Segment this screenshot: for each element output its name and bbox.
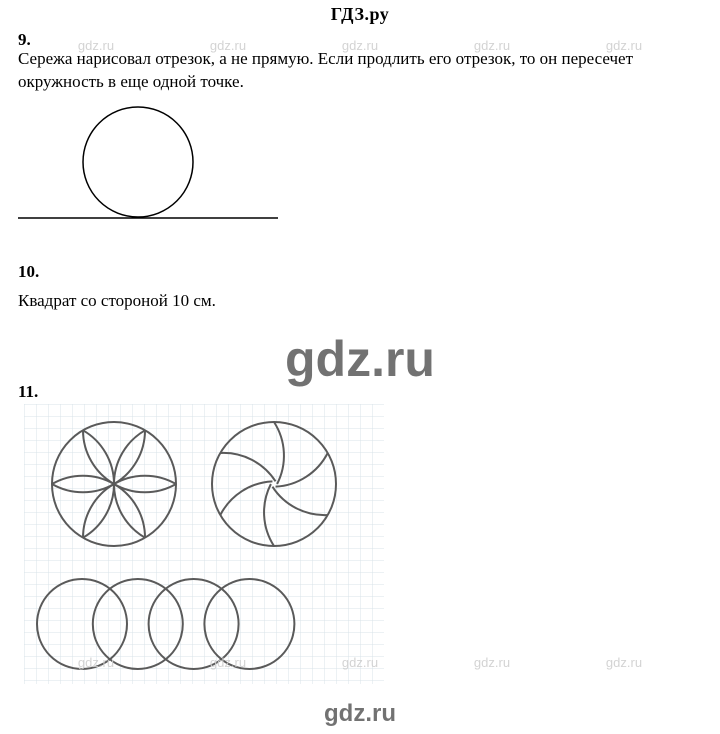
watermark-footer: gdz.ru: [0, 700, 720, 728]
q10-text: Квадрат со стороной 10 см.: [18, 290, 698, 313]
q11-figure: [24, 404, 384, 684]
page-title: ГДЗ.ру: [0, 4, 720, 25]
q9-figure: [18, 100, 278, 240]
watermark-text: gdz.ru: [474, 655, 510, 670]
q11-number: 11.: [18, 382, 38, 402]
q10-number: 10.: [18, 262, 39, 282]
page: ГДЗ.ру gdz.rugdz.rugdz.rugdz.rugdz.ru 9.…: [0, 0, 720, 734]
q9-text: Сережа нарисовал отрезок, а не прямую. Е…: [18, 48, 698, 94]
watermark-center: gdz.ru: [0, 330, 720, 388]
watermark-text: gdz.ru: [606, 655, 642, 670]
q9-number: 9.: [18, 30, 31, 50]
